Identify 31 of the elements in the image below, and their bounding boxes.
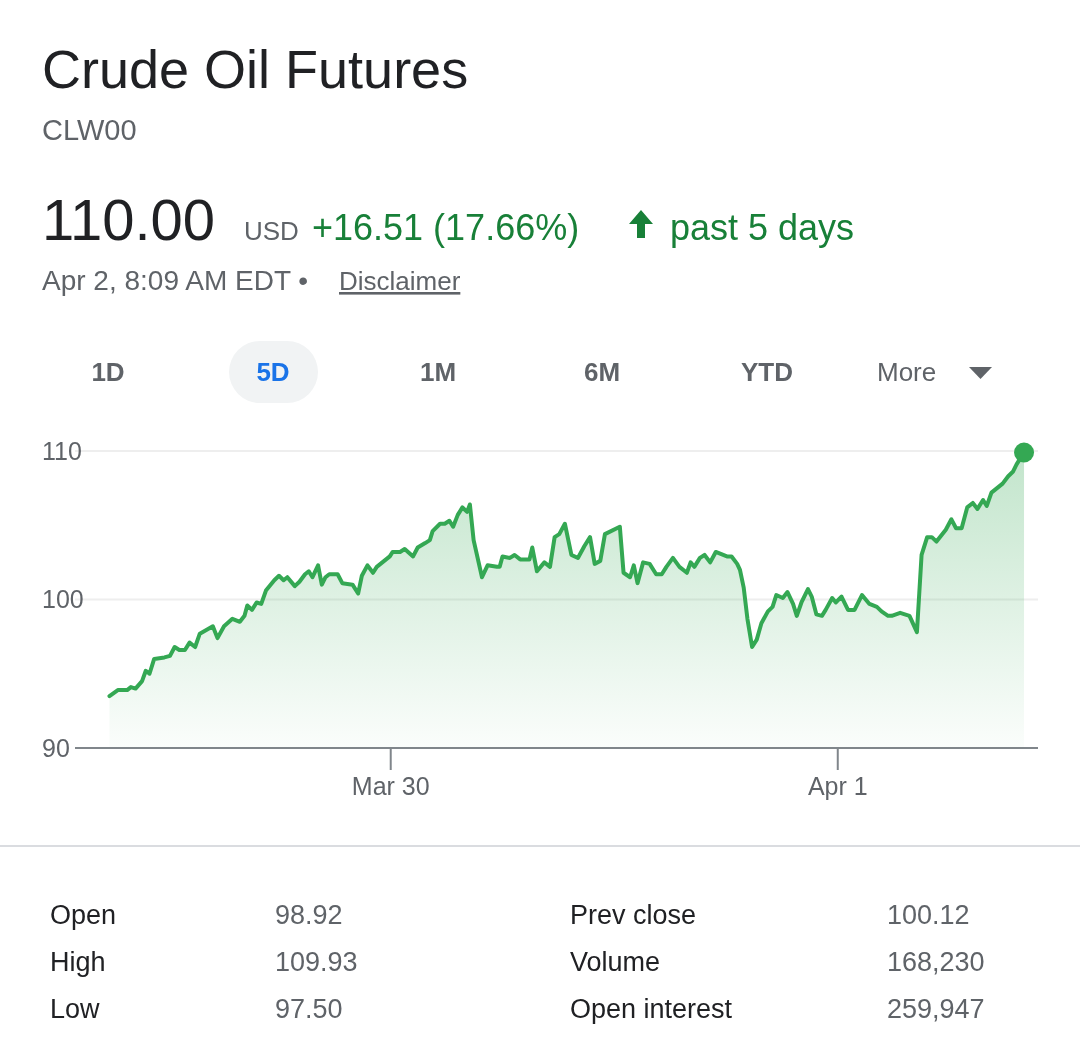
text: YTD bbox=[741, 357, 793, 387]
text: Open bbox=[50, 900, 117, 930]
text: Apr 2, 8:09 AM EDT • bbox=[42, 265, 309, 296]
text: Open interest bbox=[570, 994, 733, 1024]
text: 1D bbox=[91, 357, 125, 387]
text: 5D bbox=[256, 357, 290, 387]
text: past 5 days bbox=[670, 207, 855, 248]
text: 100.12 bbox=[887, 900, 970, 930]
x-tick-label: Mar 30 bbox=[351, 772, 430, 800]
text: More bbox=[877, 357, 937, 387]
text: Prev close bbox=[570, 900, 697, 930]
text: Volume bbox=[570, 947, 661, 977]
text: Disclaimer bbox=[339, 266, 461, 296]
text: 98.92 bbox=[275, 900, 343, 930]
text: Low bbox=[50, 994, 101, 1024]
y-tick-label: 100 bbox=[42, 585, 84, 614]
y-tick-label: 110 bbox=[42, 436, 82, 465]
text: 109.93 bbox=[275, 947, 358, 977]
text: +16.51 (17.66%) bbox=[312, 207, 580, 248]
x-tick-label: Apr 1 bbox=[807, 772, 868, 800]
chart-subtitle: CLW00 bbox=[42, 114, 137, 146]
text: 97.50 bbox=[275, 994, 343, 1024]
text: USD bbox=[244, 216, 299, 246]
y-tick-label: 90 bbox=[42, 733, 70, 762]
text: 168,230 bbox=[887, 947, 985, 977]
text: High bbox=[50, 947, 106, 977]
chart-title: Crude Oil Futures bbox=[42, 39, 469, 99]
text: 110.00 bbox=[42, 187, 216, 252]
text: 1M bbox=[419, 357, 457, 387]
text: 6M bbox=[583, 357, 621, 387]
text: 259,947 bbox=[887, 994, 985, 1024]
